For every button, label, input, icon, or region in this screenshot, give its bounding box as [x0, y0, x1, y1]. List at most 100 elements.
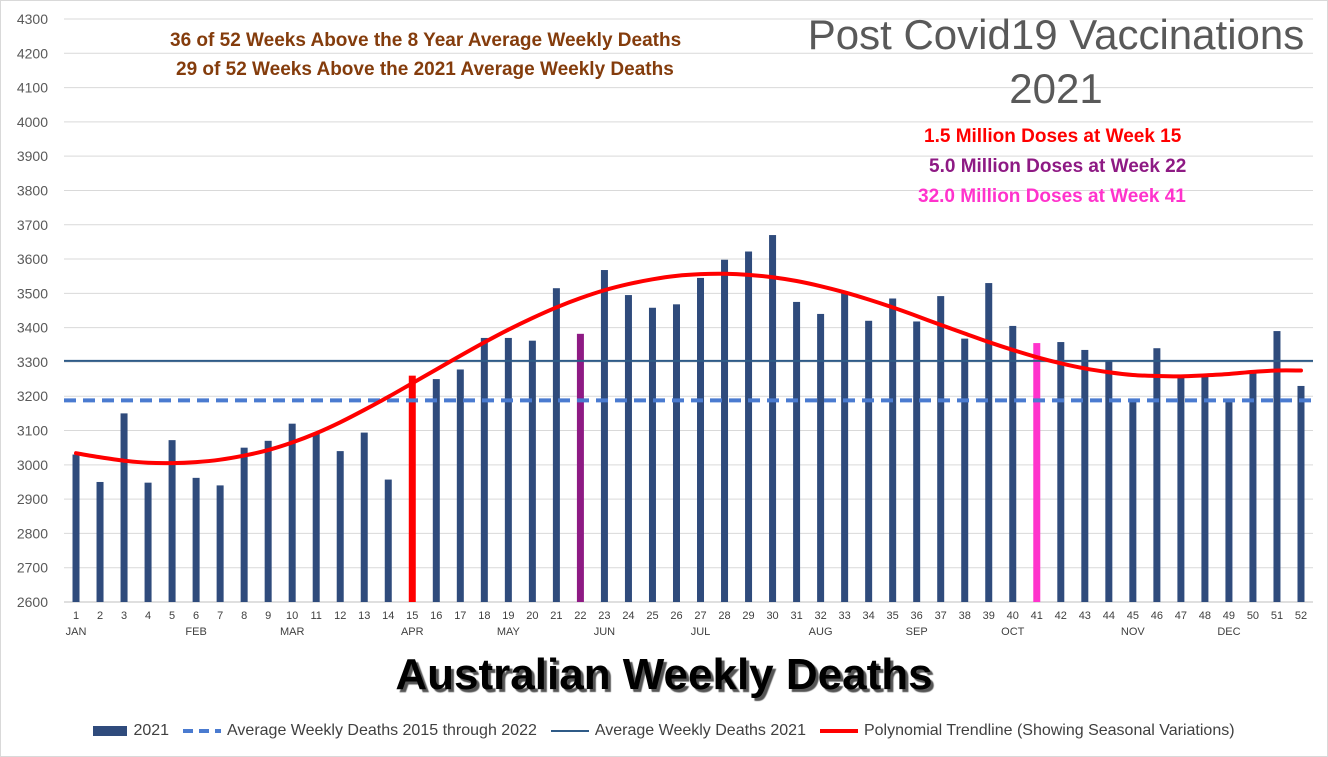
x-tick-label: 31 — [790, 610, 802, 622]
legend-label-2021-average: Average Weekly Deaths 2021 — [594, 722, 806, 739]
x-tick-label: 25 — [646, 610, 658, 622]
month-label: APR — [401, 626, 424, 638]
legend-swatch-trendline — [819, 729, 858, 733]
x-tick-label: 13 — [358, 610, 370, 622]
y-tick-label: 3900 — [17, 148, 48, 164]
month-label: JAN — [66, 626, 87, 638]
x-tick-label: 9 — [265, 610, 271, 622]
bar-week-34 — [865, 320, 873, 602]
x-tick-label: 26 — [670, 610, 682, 622]
x-tick-label: 45 — [1127, 610, 1139, 622]
x-tick-label: 27 — [694, 610, 706, 622]
bar-week-1 — [72, 454, 80, 602]
x-tick-label: 14 — [382, 610, 394, 622]
chart-title-line-1: Post Covid19 Vaccinations — [807, 11, 1305, 58]
y-tick-label: 2700 — [17, 560, 48, 576]
chart-title-line-2: 2021 — [1009, 65, 1103, 112]
bar-week-27 — [697, 277, 705, 602]
x-tick-label: 42 — [1055, 610, 1067, 622]
y-tick-label: 4300 — [17, 11, 48, 27]
x-tick-label: 46 — [1151, 610, 1163, 622]
month-label: JUN — [594, 626, 615, 638]
bar-week-17 — [456, 369, 464, 602]
x-tick-label: 39 — [983, 610, 995, 622]
chart-title: Post Covid19 Vaccinations 2021 — [796, 8, 1316, 116]
x-tick-label: 17 — [454, 610, 466, 622]
bar-week-8 — [240, 447, 248, 602]
bar-week-44 — [1105, 360, 1113, 602]
x-tick-label: 49 — [1223, 610, 1235, 622]
bar-week-22 — [576, 333, 584, 602]
x-tick-label: 35 — [887, 610, 899, 622]
bar-week-46 — [1153, 348, 1161, 602]
bar-week-33 — [841, 291, 849, 602]
annotation-week-22-doses: 5.0 Million Doses at Week 22 — [929, 156, 1187, 177]
legend-item-bars: 2021 — [93, 722, 169, 740]
x-tick-label: 16 — [430, 610, 442, 622]
y-tick-label: 3800 — [17, 182, 48, 198]
bar-week-20 — [528, 340, 536, 602]
bar-week-23 — [600, 270, 608, 602]
bar-week-12 — [336, 451, 344, 602]
trendline-series — [74, 271, 1303, 466]
x-tick-label: 41 — [1031, 610, 1043, 622]
bar-week-38 — [961, 338, 969, 602]
month-label: OCT — [1001, 626, 1025, 638]
bar-week-36 — [913, 321, 921, 602]
bar-week-24 — [624, 295, 632, 602]
main-caption-text: Australian Weekly Deaths — [395, 650, 933, 699]
bar-series-2021 — [72, 235, 1305, 603]
annotation-8-year-average: 36 of 52 Weeks Above the 8 Year Average … — [170, 30, 682, 51]
month-label: JUL — [691, 626, 711, 638]
x-tick-label: 19 — [502, 610, 514, 622]
bar-week-18 — [480, 337, 488, 602]
x-tick-label: 29 — [742, 610, 754, 622]
x-tick-label: 43 — [1079, 610, 1091, 622]
bar-week-15 — [408, 375, 416, 602]
x-tick-label: 4 — [145, 610, 151, 622]
y-tick-label: 2800 — [17, 525, 48, 541]
month-label: DEC — [1217, 626, 1240, 638]
legend-swatch-bars — [93, 726, 128, 736]
x-tick-label: 21 — [550, 610, 562, 622]
legend-label-trendline: Polynomial Trendline (Showing Seasonal V… — [863, 722, 1235, 739]
x-tick-label: 22 — [574, 610, 586, 622]
y-tick-label: 2600 — [17, 594, 48, 610]
legend-item-trendline: Polynomial Trendline (Showing Seasonal V… — [819, 722, 1235, 740]
x-tick-label: 40 — [1007, 610, 1019, 622]
bar-week-52 — [1297, 385, 1305, 602]
main-caption: Australian Weekly Deaths — [0, 650, 1328, 700]
bar-week-50 — [1249, 370, 1257, 602]
bar-week-47 — [1177, 374, 1185, 602]
bar-week-41 — [1033, 343, 1041, 602]
bar-week-16 — [432, 379, 440, 602]
bar-week-40 — [1009, 325, 1017, 602]
y-tick-label: 4000 — [17, 114, 48, 130]
x-tick-label: 6 — [193, 610, 199, 622]
bar-week-26 — [672, 304, 680, 602]
bar-week-4 — [144, 482, 152, 602]
y-axis-ticks: 2600 2700 2800 2900 3000 3100 3200 3300 3400 3500… — [17, 11, 48, 610]
y-tick-label: 3000 — [17, 457, 48, 473]
bar-week-7 — [216, 485, 224, 602]
x-tick-label: 8 — [241, 610, 247, 622]
bar-week-39 — [985, 283, 993, 602]
x-tick-label: 11 — [310, 610, 321, 622]
y-tick-label: 3400 — [17, 320, 48, 336]
month-label: MAY — [497, 626, 521, 638]
bar-week-43 — [1081, 349, 1089, 602]
x-tick-label: 1 — [73, 610, 79, 622]
x-tick-label: 47 — [1175, 610, 1187, 622]
bar-week-42 — [1057, 342, 1065, 602]
bar-week-19 — [504, 337, 512, 602]
y-tick-label: 3200 — [17, 388, 48, 404]
bar-week-13 — [360, 432, 368, 602]
chart-plot: 2600 2700 2800 2900 3000 3100 3200 3300 3400 3500… — [17, 11, 1313, 638]
x-tick-label: 2 — [97, 610, 103, 622]
x-tick-label: 18 — [478, 610, 490, 622]
bar-week-29 — [745, 251, 753, 603]
annotation-week-41-doses: 32.0 Million Doses at Week 41 — [918, 186, 1186, 207]
y-tick-label: 4200 — [17, 45, 48, 61]
x-tick-label: 28 — [718, 610, 730, 622]
x-tick-label: 30 — [766, 610, 778, 622]
